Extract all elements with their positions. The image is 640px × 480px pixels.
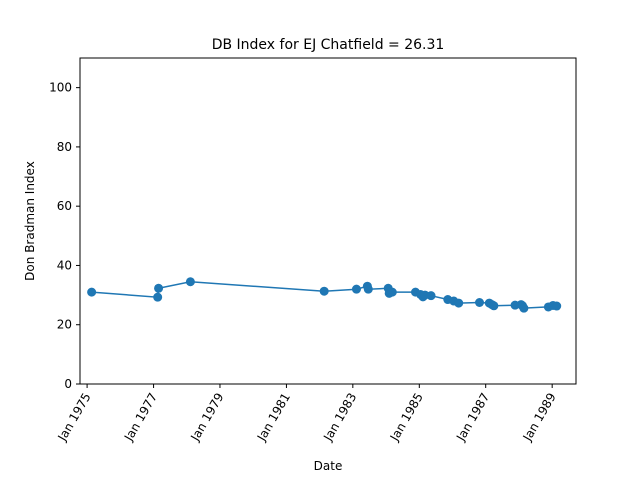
x-axis: Jan 1975 Jan 1977 Jan 1979 Jan 1981 Jan 1983… (55, 384, 559, 444)
y-tick-label: 60 (57, 199, 72, 213)
x-axis-label: Date (314, 459, 343, 473)
data-point (351, 284, 361, 294)
data-point (153, 292, 163, 302)
plot-frame (79, 57, 577, 385)
y-axis: 0 20 40 60 80 100 (49, 81, 80, 391)
plot-area (80, 58, 576, 384)
y-axis-label: Don Bradman Index (23, 161, 37, 281)
data-point (489, 301, 499, 311)
series-group (87, 277, 562, 313)
data-point (454, 298, 464, 308)
y-tick-label: 80 (57, 140, 72, 154)
y-tick-label: 40 (57, 258, 72, 272)
data-point (363, 284, 373, 294)
x-tick-label: Jan 1987 (453, 391, 492, 445)
y-tick-label: 100 (49, 81, 72, 95)
x-tick-label: Jan 1977 (121, 391, 160, 445)
x-tick-label: Jan 1983 (320, 391, 359, 445)
y-tick-label: 20 (57, 318, 72, 332)
data-point (185, 277, 195, 287)
data-point (552, 301, 562, 311)
data-point (387, 287, 397, 297)
x-tick-label: Jan 1979 (188, 391, 227, 445)
x-tick-label: Jan 1975 (55, 391, 94, 445)
data-point (154, 283, 164, 293)
x-tick-label: Jan 1989 (520, 391, 559, 445)
data-point (426, 291, 436, 301)
data-point (319, 286, 329, 296)
x-tick-label: Jan 1981 (254, 391, 293, 445)
x-tick-label: Jan 1985 (387, 391, 426, 445)
data-point (87, 287, 97, 297)
y-tick-label: 0 (64, 377, 72, 391)
data-point (475, 298, 485, 307)
data-point (519, 303, 529, 313)
chart-title: DB Index for EJ Chatfield = 26.31 (212, 37, 445, 53)
